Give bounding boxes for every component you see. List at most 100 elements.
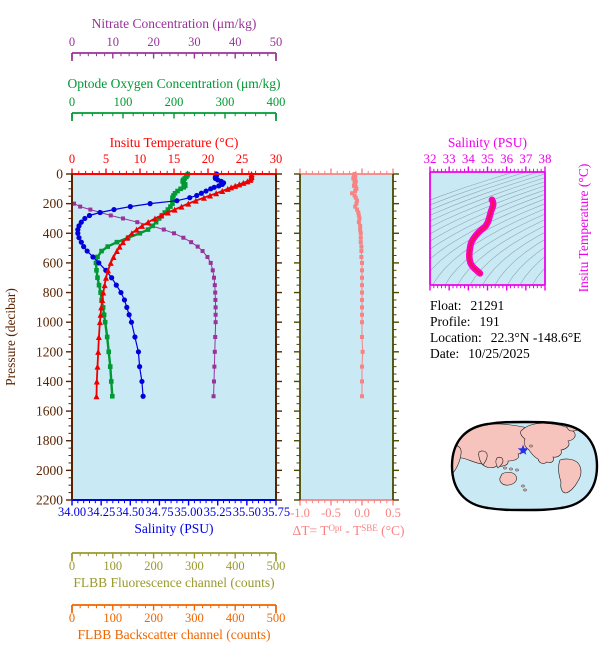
tick-label: 10: [134, 152, 147, 166]
info-row: Profile: 191: [430, 314, 500, 329]
tick-label: 1400: [36, 374, 63, 389]
tick-label: 30: [188, 35, 201, 49]
delta-t-plot: -1.0 -0.5 0.0 0.5 ΔT= TOpt - TSBE (°C): [290, 168, 405, 538]
tick-label: 400: [267, 95, 286, 109]
isopycnal-contours: [430, 172, 545, 285]
tick-label: 0: [56, 167, 63, 182]
backscatter-axis-title: FLBB Backscatter channel (counts): [77, 627, 270, 642]
tick-label: 500: [267, 559, 286, 573]
tick-label: 2000: [36, 463, 63, 478]
nitrate-axis: 0 10 20 30 40 50 Nitrate Concentration (μm/kg): [69, 16, 282, 61]
tick-label: 34.50: [116, 505, 144, 519]
main-profile-plot: 0 5 10 15 20 25 30 Insitu Temperature (°C) 34.00…: [3, 135, 290, 536]
info-row: Location: 22.3°N -148.6°E: [430, 330, 581, 345]
tick-label: 35.25: [204, 505, 232, 519]
info-row: Float: 21291: [430, 298, 504, 313]
delta-t-title-part: SBE: [361, 523, 378, 533]
tick-label: 300: [185, 559, 204, 573]
tick-label: 300: [216, 95, 235, 109]
tick-label: 1000: [36, 315, 63, 330]
tick-label: 50: [270, 35, 283, 49]
tick-label: 0: [69, 95, 75, 109]
tick-label: 200: [144, 559, 163, 573]
tick-label: 34.25: [87, 505, 115, 519]
ts-temperature-axis-title: Insitu Temperature (°C): [576, 164, 591, 293]
profile-series-nitrate: [72, 201, 218, 399]
tick-label: 100: [103, 559, 122, 573]
tick-label: 800: [43, 285, 64, 300]
info-label: Date:: [430, 346, 459, 361]
ts-curve: [466, 196, 497, 277]
tick-label: 32: [424, 151, 437, 166]
tick-label: 34.00: [58, 505, 86, 519]
ts-diagram: 32 33 34 35 36 37 38 Salinity (PSU) Insitu Tempe…: [424, 135, 592, 293]
info-row: Date: 10/25/2025: [430, 346, 530, 361]
delta-t-title-part: - T: [342, 523, 362, 538]
tick-label: 25: [236, 152, 249, 166]
delta-t-title-part: (°C): [378, 523, 405, 538]
float-location-star-icon: [517, 444, 529, 455]
tick-label: 15: [168, 152, 181, 166]
tick-label: 400: [226, 611, 245, 625]
info-label: Float:: [430, 298, 462, 313]
salinity-axis-title: Salinity (PSU): [134, 521, 213, 536]
delta-t-title-part: Opt: [328, 523, 342, 533]
info-value: 10/25/2025: [468, 346, 530, 361]
tick-label: 20: [202, 152, 215, 166]
tick-label: 1800: [36, 433, 63, 448]
tick-label: 36: [500, 151, 514, 166]
tick-label: 100: [103, 611, 122, 625]
ts-salinity-axis-title: Salinity (PSU): [448, 135, 527, 150]
tick-label: 5: [103, 152, 109, 166]
tick-label: 0.0: [354, 506, 370, 520]
tick-label: 0: [69, 611, 75, 625]
info-value: 21291: [471, 298, 505, 313]
delta-t-series: [350, 172, 365, 399]
tick-label: 10: [107, 35, 120, 49]
tick-label: 0: [69, 152, 75, 166]
nitrate-axis-title: Nitrate Concentration (μm/kg): [92, 16, 257, 31]
tick-label: 35.00: [175, 505, 203, 519]
fluorescence-axis-title: FLBB Fluorescence channel (counts): [73, 575, 274, 590]
oxygen-axis-title: Optode Oxygen Concentration (μm/kg): [67, 76, 280, 91]
tick-label: 300: [185, 611, 204, 625]
info-label: Profile:: [430, 314, 471, 329]
tick-label: 35.75: [262, 505, 290, 519]
fluorescence-axis: 0 100 200 300 400 500 FLBB Fluorescence channe…: [69, 552, 286, 590]
map-outline: [450, 420, 599, 512]
delta-t-axis-title: ΔT= TOpt - TSBE (°C): [293, 523, 405, 538]
tick-label: 34.75: [145, 505, 173, 519]
tick-label: 400: [43, 226, 64, 241]
tick-label: 0: [69, 35, 75, 49]
tick-label: 1600: [36, 404, 63, 419]
delta-t-title-part: ΔT= T: [293, 523, 330, 538]
info-value: 191: [480, 314, 500, 329]
tick-label: 600: [43, 255, 64, 270]
info-label: Location:: [430, 330, 482, 345]
tick-label: 35: [481, 151, 494, 166]
tick-label: 33: [443, 151, 456, 166]
tick-label: 38: [539, 151, 552, 166]
tick-label: 400: [226, 559, 245, 573]
tick-label: 200: [43, 196, 64, 211]
tick-label: 30: [270, 152, 283, 166]
tick-label: 100: [114, 95, 133, 109]
info-value: 22.3°N -148.6°E: [491, 330, 582, 345]
tick-label: 200: [144, 611, 163, 625]
tick-label: 0: [69, 559, 75, 573]
backscatter-axis: 0 100 200 300 400 500 FLBB Backscatter channel…: [69, 604, 286, 642]
tick-label: -1.0: [290, 506, 310, 520]
tick-label: -0.5: [321, 506, 341, 520]
tick-label: 1200: [36, 344, 63, 359]
tick-label: 200: [165, 95, 184, 109]
tick-label: 500: [267, 611, 286, 625]
temperature-axis-title: Insitu Temperature (°C): [110, 135, 239, 150]
tick-label: 0.5: [385, 506, 401, 520]
tick-label: 35.50: [233, 505, 261, 519]
tick-label: 2200: [36, 493, 63, 508]
pressure-axis-title: Pressure (decibar): [3, 288, 18, 386]
tick-label: 40: [229, 35, 242, 49]
